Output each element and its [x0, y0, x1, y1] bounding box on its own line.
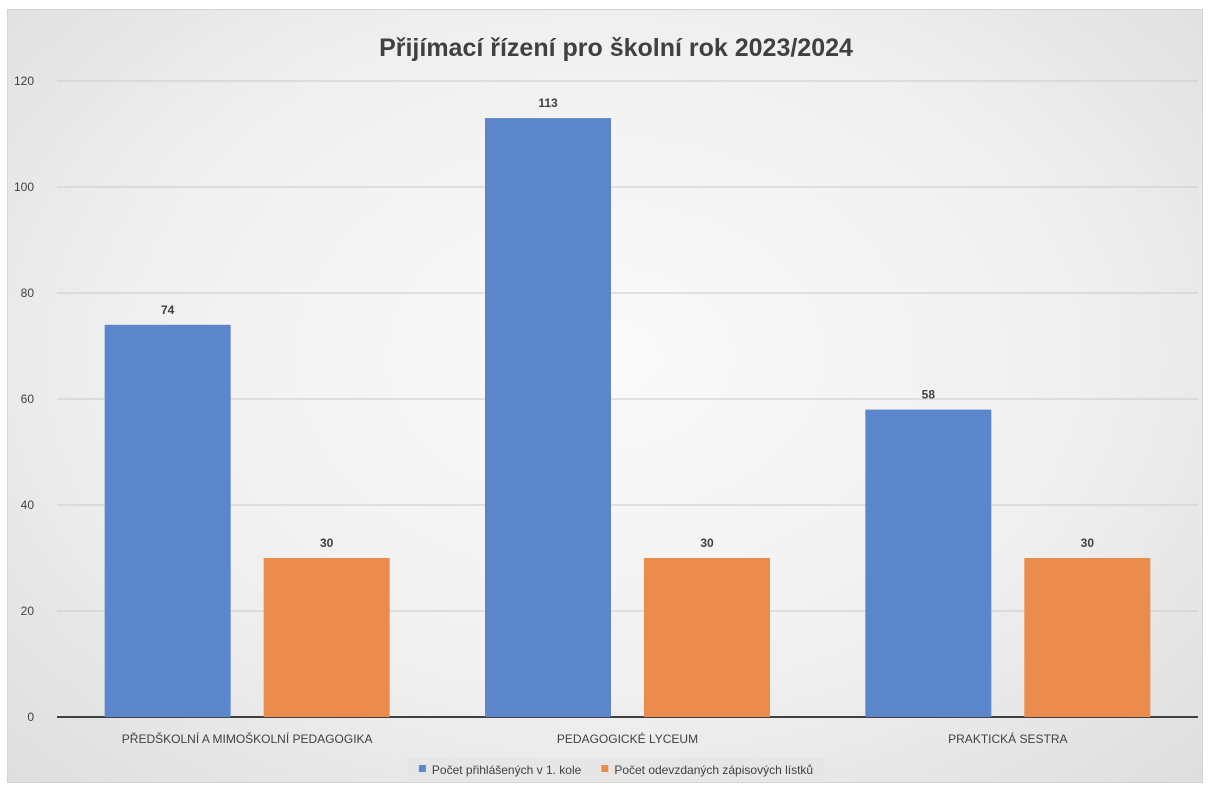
legend-swatch — [601, 765, 609, 772]
data-label: 74 — [161, 303, 175, 317]
data-label: 58 — [922, 388, 936, 402]
data-label: 30 — [700, 536, 714, 550]
y-tick-label: 40 — [21, 498, 35, 512]
legend-entry: Počet odevzdaných zápisových lístků — [614, 763, 813, 777]
y-tick-label: 60 — [21, 392, 35, 406]
data-label: 30 — [1081, 536, 1095, 550]
bar-applicants — [485, 118, 611, 718]
x-category-label: PŘEDŠKOLNÍ A MIMOŠKOLNÍ PEDAGOGIKA — [122, 731, 373, 746]
x-category-label: PRAKTICKÁ SESTRA — [948, 731, 1067, 746]
y-tick-label: 20 — [21, 604, 35, 618]
y-tick-label: 100 — [14, 180, 34, 194]
bar-enrollment-forms — [1024, 558, 1151, 717]
bar-chart: Přijímací řízení pro školní rok 2023/202… — [14, 34, 1198, 781]
y-axis-tick-labels: 0 20 40 60 80 100 120 — [14, 74, 34, 724]
x-axis-category-labels: PŘEDŠKOLNÍ A MIMOŠKOLNÍ PEDAGOGIKA PEDAGO… — [122, 731, 1068, 746]
legend: Počet přihlášených v 1. kole Počet odevzd… — [406, 758, 826, 781]
bars — [104, 118, 1151, 718]
gridlines — [57, 80, 1198, 718]
bar-enrollment-forms — [644, 558, 770, 717]
chart-area: Přijímací řízení pro školní rok 2023/202… — [7, 9, 1203, 783]
data-labels: 74 30 113 30 58 30 — [161, 96, 1094, 550]
legend-entry: Počet přihlášených v 1. kole — [432, 763, 582, 777]
bar-applicants — [865, 409, 992, 717]
x-category-label: PEDAGOGICKÉ LYCEUM — [557, 731, 698, 746]
chart-title: Přijímací řízení pro školní rok 2023/202… — [379, 34, 853, 62]
legend-box — [406, 758, 826, 781]
legend-swatch — [418, 765, 426, 772]
y-tick-label: 80 — [21, 286, 35, 300]
data-label: 113 — [538, 96, 558, 110]
data-label: 30 — [320, 536, 334, 550]
y-tick-label: 0 — [27, 710, 34, 724]
bar-applicants — [104, 324, 231, 717]
y-tick-label: 120 — [14, 74, 34, 88]
bar-enrollment-forms — [263, 558, 390, 717]
